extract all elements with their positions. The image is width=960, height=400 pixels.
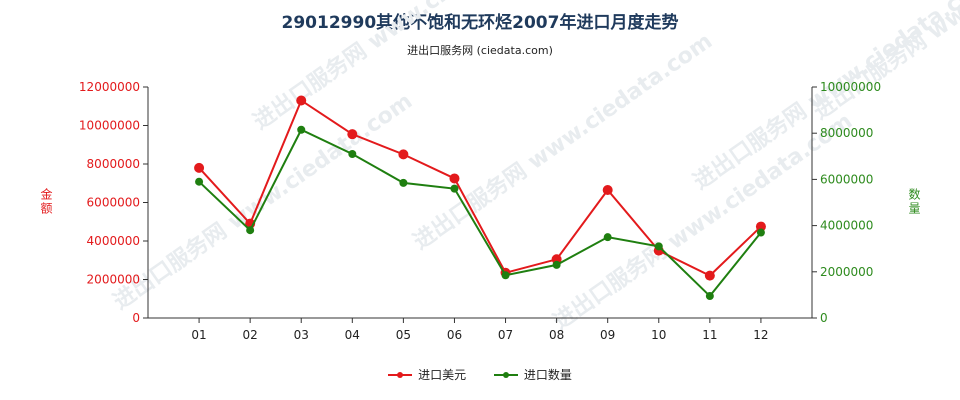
legend-label-amount: 进口美元: [418, 368, 467, 382]
x-tick-label: 07: [498, 328, 513, 342]
left-tick-label: 2000000: [87, 273, 140, 287]
right-tick-label: 8000000: [820, 126, 873, 140]
right-axis-title: 数量: [907, 188, 921, 216]
legend-swatch-amount: [388, 370, 413, 380]
series-0-point: [296, 95, 307, 106]
left-tick-label: 10000000: [79, 119, 140, 133]
series-0-point: [347, 129, 358, 140]
watermark-text: 进出口服务网 www.ciedata.com: [809, 0, 960, 125]
x-tick-label: 11: [702, 328, 717, 342]
series-1-point: [756, 228, 765, 237]
x-tick-label: 05: [396, 328, 411, 342]
series-1-point: [297, 125, 306, 134]
left-tick-label: 8000000: [87, 157, 140, 171]
series-0-point: [449, 173, 460, 184]
right-tick-label: 4000000: [820, 219, 873, 233]
watermark-text: 进出口服务网 www.ciedata.com: [409, 29, 717, 255]
watermark-text: 进出口服务网 www.ciedata.com: [549, 109, 857, 335]
right-tick-label: 10000000: [820, 80, 881, 94]
series-0-point: [194, 162, 205, 173]
right-tick-label: 6000000: [820, 172, 873, 186]
series-1-point: [348, 149, 357, 158]
left-tick-label: 12000000: [79, 80, 140, 94]
series-layer: [194, 95, 766, 301]
series-1-point: [450, 184, 459, 193]
x-tick-label: 02: [243, 328, 258, 342]
series-1-point: [552, 260, 561, 269]
x-tick-label: 01: [191, 328, 206, 342]
right-tick-label: 0: [820, 311, 828, 325]
legend-swatch-quantity: [493, 370, 518, 380]
x-tick-label: 04: [345, 328, 360, 342]
axes-layer: 0200000040000006000000800000010000000120…: [79, 80, 881, 342]
series-1-point: [603, 233, 612, 242]
right-tick-label: 2000000: [820, 265, 873, 279]
series-1-point: [399, 178, 408, 187]
series-1-point: [654, 242, 663, 251]
x-tick-label: 10: [651, 328, 666, 342]
left-tick-label: 4000000: [87, 234, 140, 248]
left-tick-label: 0: [132, 311, 140, 325]
legend: 进口美元 进口数量: [0, 366, 960, 383]
series-0-point: [704, 270, 715, 281]
left-axis-title: 金额: [39, 188, 53, 216]
legend-item-quantity[interactable]: 进口数量: [493, 366, 572, 383]
left-tick-label: 6000000: [87, 196, 140, 210]
x-tick-label: 09: [600, 328, 615, 342]
x-tick-label: 12: [753, 328, 768, 342]
series-0-point: [602, 184, 613, 195]
x-tick-label: 06: [447, 328, 462, 342]
x-tick-label: 08: [549, 328, 564, 342]
series-1-point: [246, 226, 255, 235]
legend-item-amount[interactable]: 进口美元: [388, 366, 466, 383]
series-1-point: [195, 177, 204, 186]
x-tick-label: 03: [294, 328, 309, 342]
chart-title: 29012990其他不饱和无环烃2007年进口月度走势: [281, 13, 679, 33]
legend-label-quantity: 进口数量: [523, 368, 572, 382]
series-1-point: [501, 271, 510, 280]
chart-subtitle: 进出口服务网 (ciedata.com): [407, 44, 553, 57]
series-line-1: [198, 128, 762, 298]
series-1-point: [705, 292, 714, 301]
series-0-point: [755, 221, 766, 232]
series-0-point: [398, 149, 409, 160]
